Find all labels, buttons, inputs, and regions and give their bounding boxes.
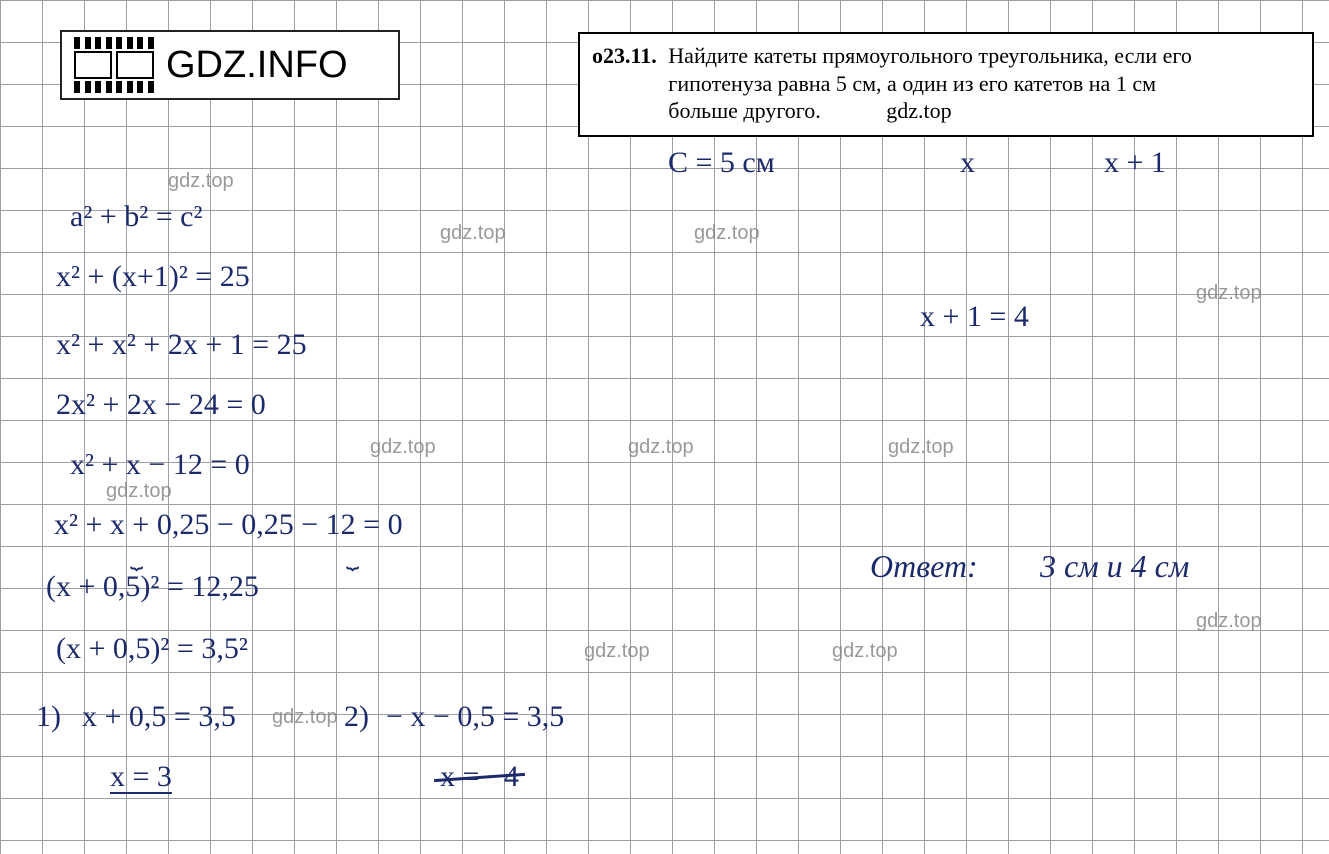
- watermark: gdz.top: [584, 640, 650, 663]
- watermark: gdz.top: [272, 706, 338, 729]
- work-line-6: x² + x + 0,25 − 0,25 − 12 = 0: [54, 508, 403, 542]
- given-result: x + 1 = 4: [920, 300, 1029, 334]
- given-leg-x-plus-1: x + 1: [1104, 146, 1166, 180]
- case-1-solution: x = 3: [110, 760, 172, 794]
- watermark: gdz.top: [694, 222, 760, 245]
- work-line-4: 2x² + 2x − 24 = 0: [56, 388, 266, 422]
- logo-text: GDZ.INFO: [166, 44, 348, 87]
- watermark: gdz.top: [628, 436, 694, 459]
- group-brace-2-icon: ⏟: [346, 544, 359, 570]
- problem-number: о23.11.: [592, 43, 657, 68]
- case-2-eq: − x − 0,5 = 3,5: [386, 700, 564, 734]
- problem-line-1: Найдите катеты прямоугольного треугольни…: [668, 43, 1192, 68]
- work-line-3: x² + x² + 2x + 1 = 25: [56, 328, 307, 362]
- given-leg-x: x: [960, 146, 975, 180]
- watermark: gdz.top: [1196, 610, 1262, 633]
- case-1-label: 1): [36, 700, 61, 734]
- case-1-eq: x + 0,5 = 3,5: [82, 700, 236, 734]
- watermark: gdz.top: [106, 480, 172, 503]
- case-2-label: 2): [344, 700, 369, 734]
- site-logo: GDZ.INFO: [60, 30, 400, 100]
- watermark: gdz.top: [1196, 282, 1262, 305]
- work-line-8: (x + 0,5)² = 3,5²: [56, 632, 248, 666]
- work-line-1: a² + b² = c²: [70, 200, 202, 234]
- problem-line-2: гипотенуза равна 5 см, а один из его кат…: [668, 71, 1156, 96]
- group-brace-1-icon: ⏟: [130, 544, 143, 570]
- watermark: gdz.top: [440, 222, 506, 245]
- answer-value: 3 см и 4 см: [1040, 548, 1189, 585]
- problem-statement: о23.11. Найдите катеты прямоугольного тр…: [578, 32, 1314, 137]
- given-hypotenuse: C = 5 см: [668, 146, 775, 180]
- case-2-solution: x = −4: [440, 760, 519, 794]
- film-strip-icon: [72, 37, 156, 93]
- watermark: gdz.top: [888, 436, 954, 459]
- watermark: gdz.top: [832, 640, 898, 663]
- work-line-7: (x + 0,5)² = 12,25: [46, 570, 259, 604]
- watermark: gdz.top: [370, 436, 436, 459]
- watermark: gdz.top: [168, 170, 234, 193]
- work-line-2: x² + (x+1)² = 25: [56, 260, 250, 294]
- answer-label: Ответ:: [870, 548, 978, 585]
- case-2-struck: x = −4: [440, 760, 519, 794]
- work-line-5: x² + x − 12 = 0: [70, 448, 250, 482]
- inline-watermark: gdz.top: [886, 98, 951, 123]
- problem-line-3: больше другого.: [668, 98, 820, 123]
